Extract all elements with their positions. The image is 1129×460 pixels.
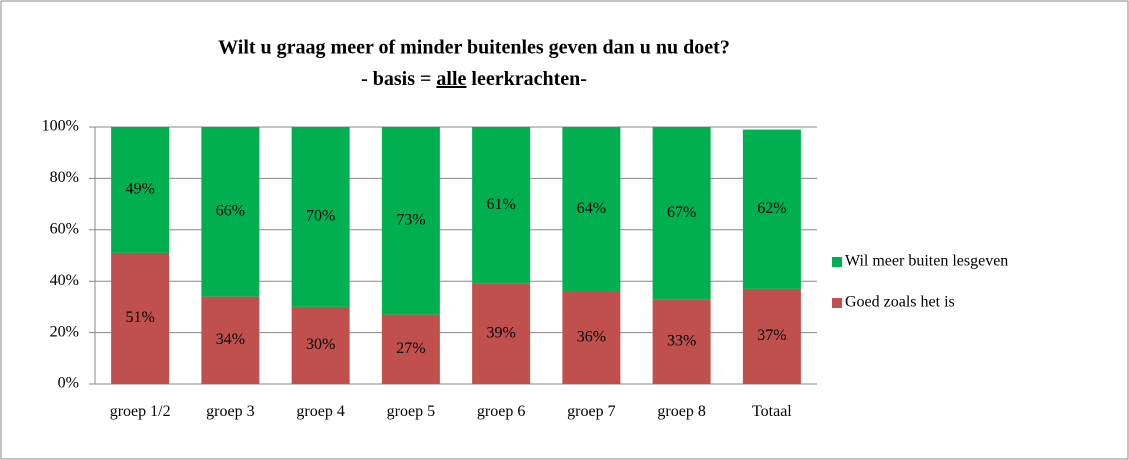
bar-segment <box>111 127 170 253</box>
chart-subtitle: - basis = alle leerkrachten- <box>361 68 587 90</box>
x-tick-label: groep 8 <box>657 403 706 420</box>
bar-segment <box>201 296 260 384</box>
x-tick-label: groep 7 <box>567 403 616 420</box>
x-tick-label: groep 5 <box>386 403 436 420</box>
x-tick-label: groep 3 <box>206 403 255 420</box>
data-label: 39% <box>486 325 515 342</box>
data-label: 34% <box>216 331 245 348</box>
data-label: 33% <box>667 332 696 349</box>
legend-label: Goed zoals het is <box>845 294 955 311</box>
y-tick-label: 100% <box>42 118 79 135</box>
data-label: 61% <box>486 196 515 213</box>
x-tick-label: Totaal <box>752 403 792 420</box>
data-label: 30% <box>306 336 335 353</box>
legend-swatch <box>832 257 842 267</box>
data-label: 64% <box>577 200 606 217</box>
subtitle-part: leerkrachten- <box>466 68 587 90</box>
bar-segment <box>111 252 170 384</box>
subtitle-part: - basis = <box>361 68 436 90</box>
legend-label: Wil meer buiten lesgeven <box>845 253 1008 270</box>
bar-segment <box>652 299 711 384</box>
bar-segment <box>652 127 711 300</box>
legend-swatch <box>832 298 842 308</box>
x-tick-label: groep 6 <box>476 403 526 420</box>
x-tick-label: groep 1/2 <box>109 403 171 420</box>
y-tick-label: 80% <box>50 169 79 186</box>
bar-segment <box>201 127 260 297</box>
x-tick-label: groep 4 <box>296 403 345 420</box>
bar-segment <box>742 129 801 289</box>
data-label: 27% <box>396 340 425 357</box>
y-tick-label: 40% <box>50 272 79 289</box>
bar-segment <box>291 306 350 384</box>
data-label: 66% <box>216 202 245 219</box>
data-label: 62% <box>757 200 786 217</box>
data-label: 67% <box>667 204 696 221</box>
data-label: 70% <box>306 208 335 225</box>
data-label: 36% <box>577 328 606 345</box>
bar-segment <box>562 291 621 384</box>
bar-segment <box>472 127 531 284</box>
data-label: 49% <box>125 181 154 198</box>
bar-segment <box>381 314 440 384</box>
y-tick-label: 20% <box>50 323 79 340</box>
chart-title: Wilt u graag meer of minder buitenles ge… <box>218 37 730 59</box>
bar-segment <box>562 127 621 292</box>
data-label: 73% <box>396 211 425 228</box>
data-label: 51% <box>125 309 154 326</box>
bar-segment <box>742 288 801 384</box>
bar-segment <box>472 283 531 384</box>
subtitle-part: alle <box>436 68 466 90</box>
y-tick-label: 0% <box>58 375 79 392</box>
bar-segment <box>381 127 440 315</box>
bar-segment <box>291 127 350 307</box>
y-tick-label: 60% <box>50 220 79 237</box>
data-label: 37% <box>757 327 786 344</box>
